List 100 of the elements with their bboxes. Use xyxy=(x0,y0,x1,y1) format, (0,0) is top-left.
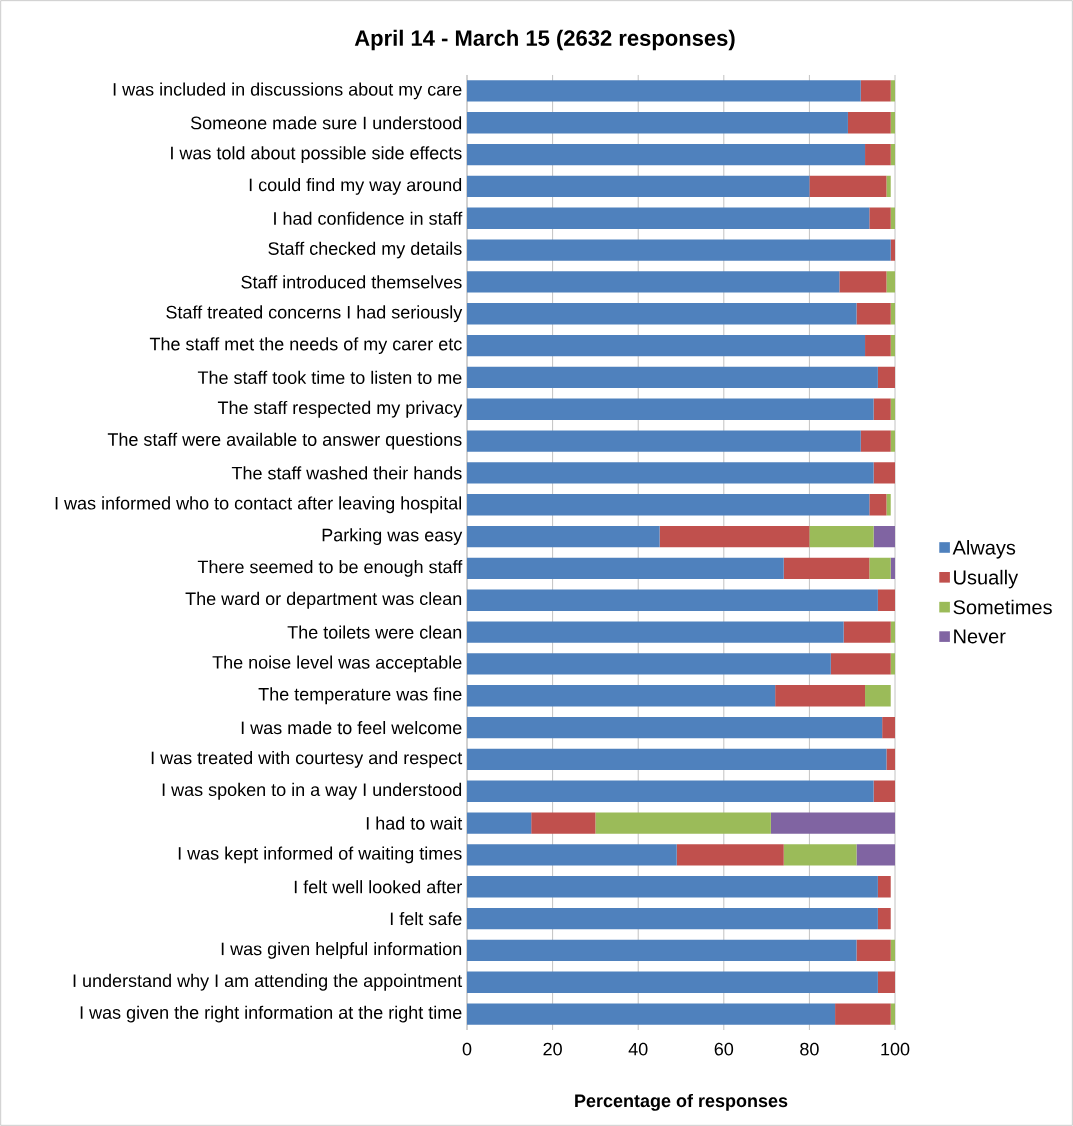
bar xyxy=(860,80,891,102)
bar xyxy=(809,175,887,198)
bar xyxy=(467,398,874,420)
bar xyxy=(890,207,896,229)
y-tick-label: Parking was easy xyxy=(322,528,463,545)
legend-label: Never xyxy=(954,629,1006,644)
y-tick-label: I was treated with courtesy and respect xyxy=(151,751,463,768)
bar xyxy=(467,589,878,611)
y-tick-label: The staff respected my privacy xyxy=(217,400,463,418)
bar xyxy=(467,716,883,739)
bar xyxy=(830,653,891,675)
y-tick-label: I could find my way around xyxy=(249,178,462,195)
bar xyxy=(467,80,861,102)
bar xyxy=(890,1003,896,1025)
y-tick-label: I was told about possible side effects xyxy=(171,146,462,163)
bar xyxy=(865,143,891,166)
bar xyxy=(839,271,887,293)
y-tick-label: Someone made sure I understood xyxy=(190,116,462,130)
y-tick-label: I was kept informed of waiting times xyxy=(178,846,462,864)
bar xyxy=(856,844,896,866)
bar xyxy=(873,525,896,548)
x-tick-label: 0 xyxy=(462,1042,472,1056)
bar xyxy=(890,621,896,643)
legend-label: Usually xyxy=(954,569,1019,589)
bar xyxy=(783,557,870,580)
bar xyxy=(467,207,870,229)
x-axis-title: Percentage of responses xyxy=(575,1093,788,1111)
y-tick-label: I had to wait xyxy=(366,816,463,830)
bar xyxy=(890,303,896,325)
bar xyxy=(890,112,896,134)
bar xyxy=(886,748,896,771)
chart-title: April 14 - March 15 (2632 responses) xyxy=(354,29,735,51)
bar xyxy=(467,748,887,771)
bar xyxy=(467,525,660,548)
y-tick-label: Staff treated concerns I had seriously xyxy=(166,305,463,323)
y-tick-label: I was given helpful information xyxy=(221,942,462,959)
bar xyxy=(467,1003,836,1025)
bar xyxy=(467,366,878,389)
bar xyxy=(467,271,840,293)
bar xyxy=(467,621,844,643)
x-tick-label: 40 xyxy=(628,1042,648,1056)
bar xyxy=(869,557,891,580)
bar xyxy=(467,844,677,866)
y-tick-label: I was given the right information at the right time xyxy=(80,1005,462,1023)
bar xyxy=(890,939,896,962)
bar xyxy=(467,175,810,198)
y-tick-label: I was included in discussions about my care xyxy=(113,82,462,100)
bar xyxy=(809,525,874,548)
legend-label: Sometimes xyxy=(953,599,1052,615)
bar xyxy=(890,80,896,102)
bar xyxy=(843,621,891,643)
y-tick-label: I was informed who to contact after leaving hospital xyxy=(55,496,462,514)
bar xyxy=(659,525,810,548)
bar xyxy=(467,971,878,993)
bar xyxy=(877,589,896,611)
bar xyxy=(869,207,891,229)
bar xyxy=(890,239,896,261)
bar xyxy=(467,462,874,484)
bar xyxy=(467,239,891,261)
bar xyxy=(775,685,866,707)
bar xyxy=(531,812,596,834)
bar xyxy=(873,780,896,802)
bar xyxy=(890,557,896,580)
bar xyxy=(877,876,891,898)
bar xyxy=(890,653,896,675)
bar xyxy=(467,303,857,325)
bar xyxy=(856,939,891,962)
bar xyxy=(865,334,891,357)
bar xyxy=(877,366,896,389)
legend-label: Always xyxy=(952,540,1016,559)
y-tick-label: I felt safe xyxy=(390,911,462,926)
y-tick-label: I was made to feel welcome xyxy=(241,720,462,735)
bar xyxy=(890,334,896,357)
bar xyxy=(467,112,848,134)
bar xyxy=(467,780,874,802)
bar xyxy=(467,334,866,357)
y-tick-label: I understand why I am attending the appointment xyxy=(73,973,463,991)
bar xyxy=(890,430,896,452)
bar xyxy=(467,907,878,930)
y-tick-label: The staff were available to answer questions xyxy=(107,432,462,450)
bar xyxy=(835,1003,891,1025)
x-tick-label: 20 xyxy=(543,1042,562,1056)
y-tick-label: There seemed to be enough staff xyxy=(197,560,463,577)
bar xyxy=(856,303,891,325)
y-tick-label: Staff checked my details xyxy=(268,241,462,259)
bar xyxy=(783,844,857,866)
bar xyxy=(886,494,891,516)
bar xyxy=(873,398,891,420)
y-tick-label: The staff took time to listen to me xyxy=(197,370,462,385)
bar xyxy=(676,844,784,866)
y-tick-label: The staff met the needs of my carer etc xyxy=(149,337,462,354)
y-tick-label: The temperature was fine xyxy=(258,687,462,705)
y-tick-label: Staff introduced themselves xyxy=(241,275,462,289)
y-tick-label: The ward or department was clean xyxy=(185,591,462,609)
bar xyxy=(467,653,831,675)
bar xyxy=(860,430,891,452)
y-tick-label: I felt well looked after xyxy=(294,880,462,894)
bar xyxy=(467,876,878,898)
bar xyxy=(847,112,891,134)
bar xyxy=(869,494,887,516)
